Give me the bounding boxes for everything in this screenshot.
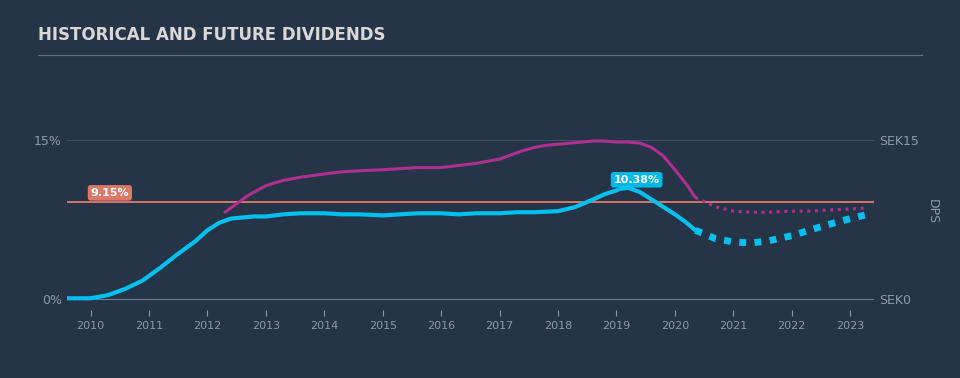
Text: 10.38%: 10.38% xyxy=(613,175,660,185)
Text: 9.15%: 9.15% xyxy=(90,188,130,198)
Text: HISTORICAL AND FUTURE DIVIDENDS: HISTORICAL AND FUTURE DIVIDENDS xyxy=(38,26,386,45)
Y-axis label: DPS: DPS xyxy=(925,199,939,224)
